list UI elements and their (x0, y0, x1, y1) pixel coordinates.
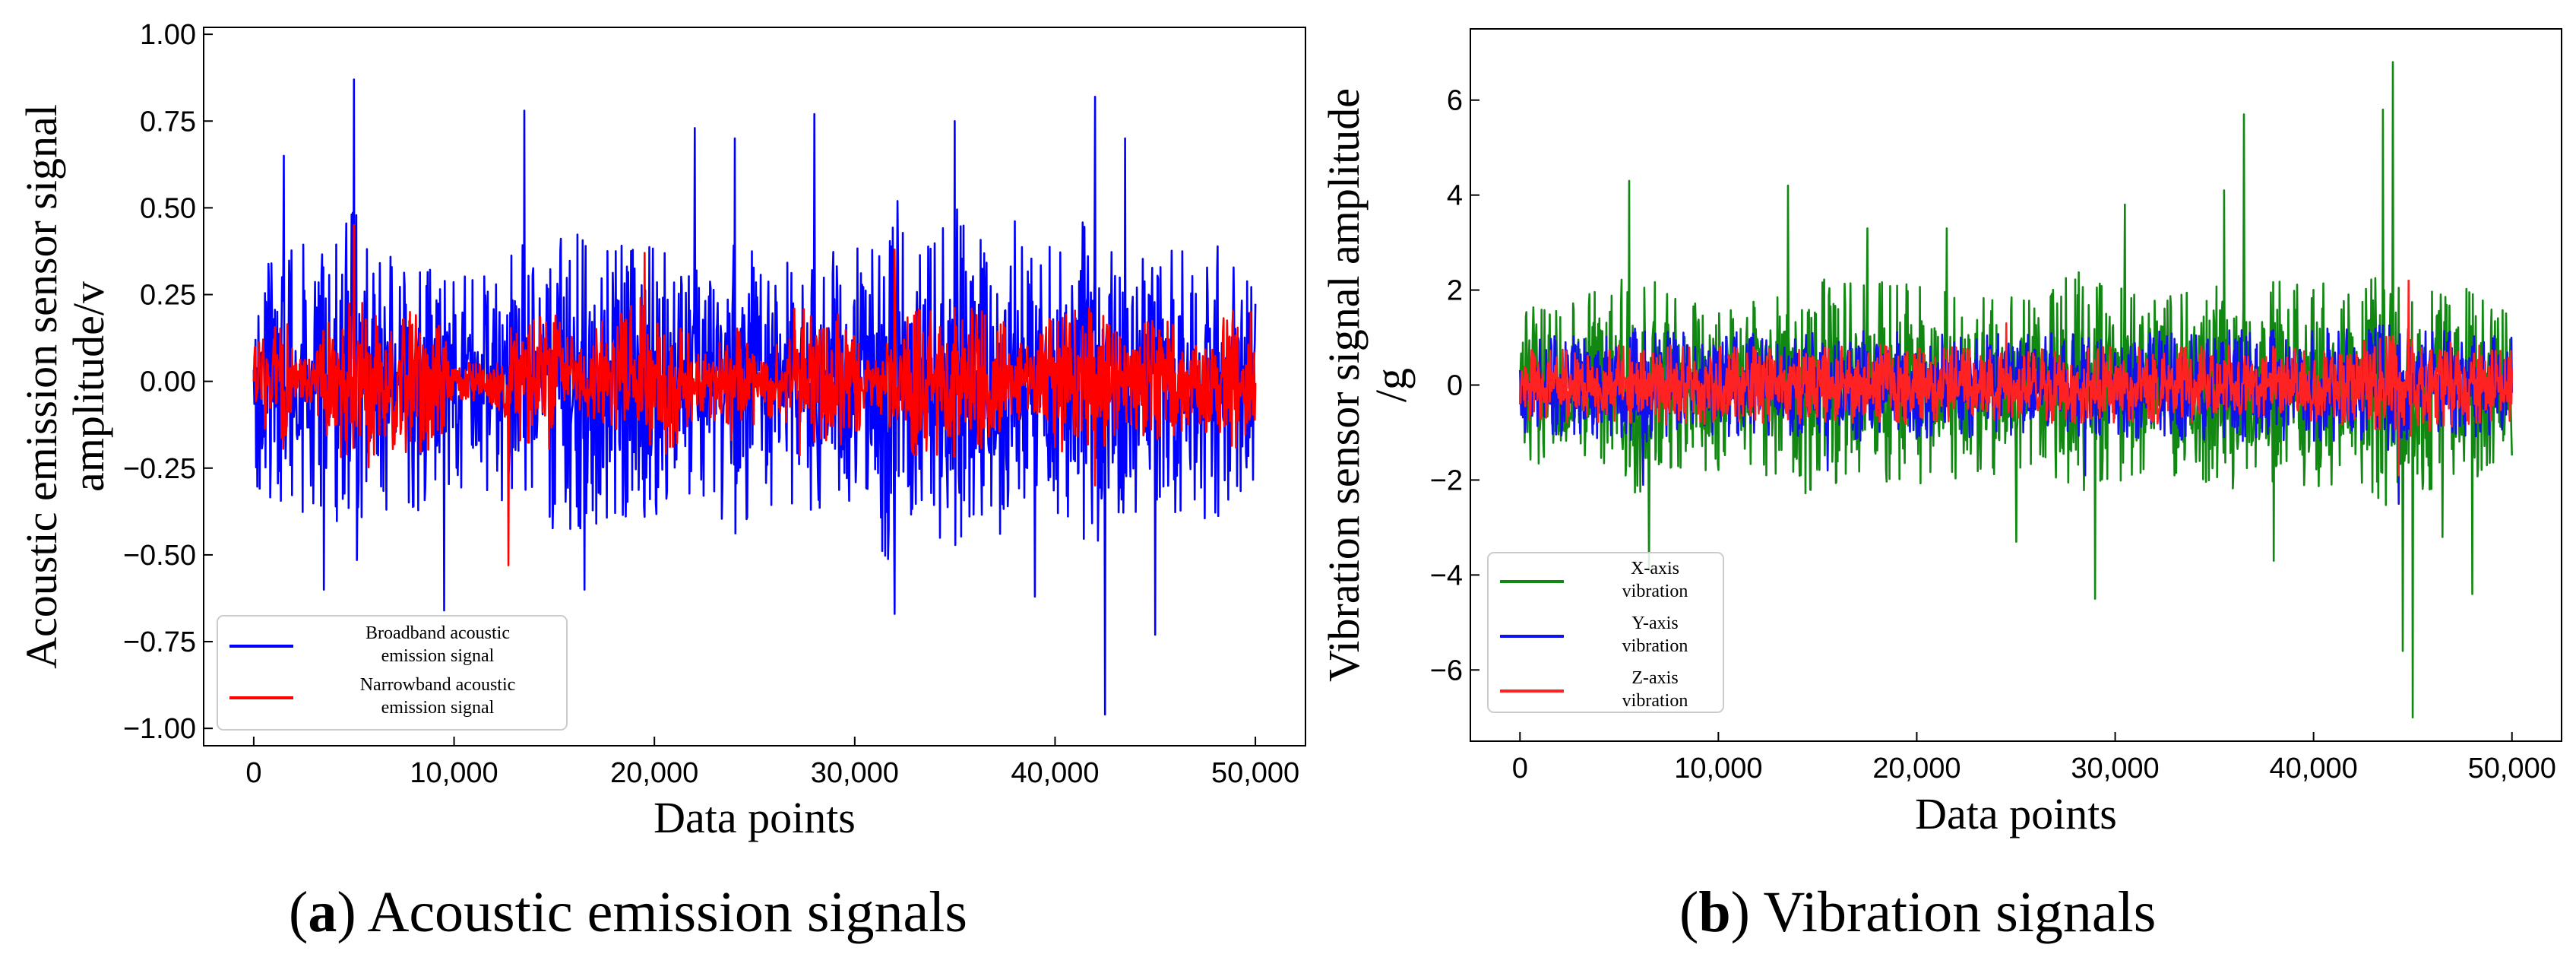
y-tick-label: 0.25 (140, 280, 196, 312)
y-tick-label: 0.75 (140, 106, 196, 138)
y-tick-label: 4 (1447, 180, 1463, 212)
y-axis-label: amplitude/v (64, 281, 113, 492)
x-tick-label: 50,000 (1211, 757, 1299, 789)
y-tick-label: −0.25 (123, 453, 196, 485)
y-tick-label: 0.00 (140, 366, 196, 398)
x-tick-label: 0 (245, 757, 261, 789)
y-tick-label: −2 (1430, 464, 1463, 496)
series-line-3 (1519, 279, 2513, 477)
legend: Broadband acoustic emission signal Narrowb… (217, 615, 568, 731)
x-tick-label: 10,000 (1674, 753, 1762, 785)
chart-panel-b: 0 10,000 20,000 30,000 40,000 50,000 −6 −4 −2 0 2 4… (1319, 28, 2562, 944)
y-tick-label: 0 (1447, 370, 1463, 402)
plot-frame (203, 27, 1306, 747)
y-tick-label: 0.50 (140, 192, 196, 224)
panel-caption-text: Vibration signals (1764, 880, 2157, 944)
legend: X-axis vibration Y-axis vibration Z-axis vibr… (1487, 552, 1724, 713)
legend-label: Y-axis (1631, 613, 1678, 633)
legend-box (217, 615, 568, 731)
x-tick-label: 30,000 (811, 757, 899, 789)
panel-caption-text: Acoustic emission signals (367, 880, 967, 944)
panel-letter: b (1698, 880, 1730, 944)
y-tick-label: −4 (1430, 559, 1463, 591)
x-axis-label: Data points (1915, 789, 2117, 838)
legend-label: X-axis (1631, 559, 1679, 579)
x-tick-label: 40,000 (1011, 757, 1099, 789)
series-line-2 (252, 223, 1257, 566)
panel-caption: (a) Acoustic emission signals (289, 880, 967, 944)
x-tick-label: 30,000 (2071, 753, 2159, 785)
x-tick-label: 10,000 (410, 757, 498, 789)
panel-letter: a (308, 880, 337, 944)
x-tick-label: 40,000 (2270, 753, 2358, 785)
x-tick-label: 20,000 (610, 757, 698, 789)
y-tick-label: −0.75 (123, 626, 196, 658)
y-tick-label: −1.00 (123, 713, 196, 745)
y-tick-label: 2 (1447, 275, 1463, 307)
panel-caption: (b) Vibration signals (1679, 880, 2156, 944)
plot-area (252, 78, 1257, 716)
y-tick-label: 6 (1447, 85, 1463, 117)
x-axis-label: Data points (653, 793, 856, 842)
x-tick-label: 0 (1512, 753, 1528, 785)
legend-label: vibration (1622, 636, 1688, 656)
y-tick-label: 1.00 (140, 19, 196, 51)
chart-panel-a: 0 10,000 20,000 30,000 40,000 50,000 −1.00 −0.7… (17, 19, 1306, 944)
y-tick-label: −6 (1430, 655, 1463, 686)
legend-label: Narrowband acoustic (360, 675, 516, 695)
plot-area (1519, 61, 2513, 719)
y-axis-label: /g (1366, 368, 1416, 402)
y-tick-label: −0.50 (123, 540, 196, 572)
legend-label: vibration (1622, 582, 1688, 601)
y-axis-label: Vibration sensor signal amplitude (1319, 88, 1369, 682)
legend-label: Broadband acoustic (366, 623, 510, 643)
legend-label: vibration (1622, 691, 1688, 711)
x-tick-label: 50,000 (2468, 753, 2556, 785)
y-axis-label: Acoustic emission sensor signal (17, 104, 66, 669)
legend-box (1487, 552, 1724, 713)
legend-label: emission signal (381, 698, 495, 718)
legend-label: Z-axis (1631, 668, 1678, 688)
legend-label: emission signal (381, 646, 495, 666)
x-tick-label: 20,000 (1872, 753, 1960, 785)
